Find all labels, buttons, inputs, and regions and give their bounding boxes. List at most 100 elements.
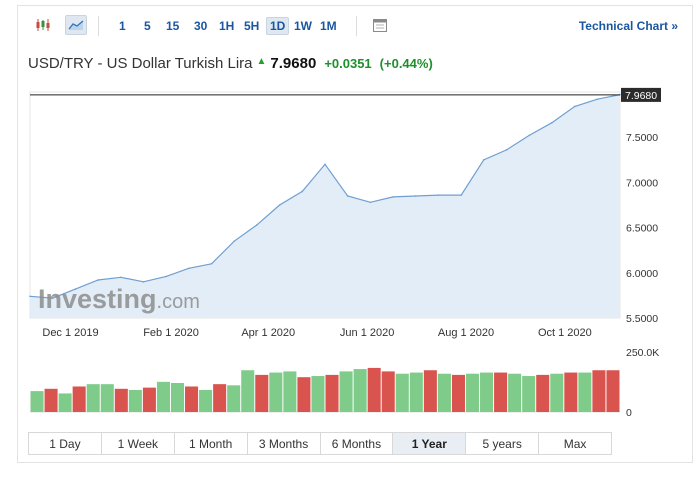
volume-bar [283,371,297,412]
price-point [414,195,417,197]
volume-bar [30,391,44,412]
interval-1m[interactable]: 1M [320,19,337,33]
range-1-year[interactable]: 1 Year [392,432,467,455]
volume-bar [465,373,480,412]
volume-bar [199,389,213,412]
chart-toolbar: 1 5 15 30 1H 5H 1D 1W 1M Technical Chart » [18,6,692,46]
price-chart[interactable]: 7.9680 7.5000 7.0000 6.5000 6.0000 5.5000 Dec … [18,82,692,442]
toolbar-separator [98,16,99,36]
volume-bar [339,371,353,412]
price-area [30,94,620,318]
interval-15[interactable]: 15 [166,19,180,33]
volume-bar [185,386,199,412]
volume-bar [311,376,325,412]
price-point [392,196,394,198]
y-tick-label: 6.0000 [626,268,658,280]
last-price: 7.9680 [270,55,317,72]
x-tick-label: Oct 1 2020 [538,327,592,339]
chart-widget: 1 5 15 30 1H 5H 1D 1W 1M Technical Chart » USD/T… [17,5,693,463]
candlestick-icon[interactable] [32,15,54,35]
volume-bar [508,373,522,412]
volume-bar [142,387,156,412]
interval-5[interactable]: 5 [144,19,151,33]
volume-bar [480,372,494,412]
volume-bar [72,386,86,412]
range-5-years[interactable]: 5 years [465,432,540,455]
volume-bar [241,370,255,412]
x-tick-label: Jun 1 2020 [340,327,394,339]
technical-chart-link[interactable]: Technical Chart » [578,19,678,33]
interval-1d[interactable]: 1D [266,17,290,35]
volume-bar [255,374,269,412]
price-point [437,194,440,196]
up-arrow-icon: ▲ [256,56,267,67]
volume-bar [114,388,128,412]
volume-bar [395,373,409,412]
interval-1w[interactable]: 1W [294,19,312,33]
instrument-name: USD/TRY - US Dollar Turkish Lira [28,55,253,72]
volume-min-label: 0 [626,407,632,419]
x-tick-label: Dec 1 2019 [42,327,98,339]
x-tick-label: Aug 1 2020 [438,327,494,339]
range-3-months[interactable]: 3 Months [246,432,321,455]
interval-5h[interactable]: 5H [244,19,260,33]
price-point [460,194,462,196]
volume-max-label: 250.0K [626,347,659,359]
price-point [29,295,31,298]
range-1-month[interactable]: 1 Month [173,432,248,455]
calendar-icon[interactable] [369,15,391,35]
quote-header: USD/TRY - US Dollar Turkish Lira ▲ 7.9680 +… [28,55,433,72]
x-tick-label: Feb 1 2020 [143,327,199,339]
volume-bar [451,374,465,412]
range-max[interactable]: Max [538,432,612,455]
volume-bar [128,389,142,412]
price-point [573,105,576,108]
price-point [505,149,508,151]
price-change: +0.0351 [324,56,372,71]
price-point [51,297,54,299]
interval-30[interactable]: 30 [194,19,208,33]
price-point [596,98,599,101]
price-point [165,275,167,278]
toolbar-separator [356,16,357,36]
price-point [188,267,190,270]
volume-bar [297,377,311,412]
price-point [256,224,258,226]
price-point [97,279,99,281]
last-price-label: 7.9680 [625,90,657,102]
volume-bar [437,373,451,412]
range-1-day[interactable]: 1 Day [28,432,102,455]
y-tick-label: 6.5000 [626,223,658,235]
volume-bar [86,384,100,412]
y-tick-label: 7.0000 [626,177,658,189]
volume-bar [494,372,508,412]
volume-bar [44,388,58,412]
volume-bar [381,371,395,412]
volume-bar [423,370,437,412]
y-tick-label: 7.5000 [626,132,658,144]
volume-bar [269,372,283,412]
price-point [369,201,372,204]
range-selector: 1 Day 1 Week 1 Month 3 Months 6 Months 1 Year… [28,432,612,455]
price-point [551,121,553,124]
volume-bar [578,372,592,412]
price-point [346,195,349,197]
interval-1h[interactable]: 1H [219,19,235,33]
volume-bar [170,383,185,412]
volume-bar [592,370,606,412]
volume-bar [367,367,381,412]
area-chart-icon[interactable] [65,15,87,35]
range-1-week[interactable]: 1 Week [100,432,175,455]
interval-1[interactable]: 1 [119,19,126,33]
x-tick-label: Apr 1 2020 [241,327,295,339]
price-point [278,204,281,206]
volume-bar [564,372,578,412]
volume-bar [213,384,227,412]
y-tick-label: 5.5000 [626,313,658,325]
price-point [301,190,304,193]
range-6-months[interactable]: 6 Months [319,432,394,455]
volume-bar [156,381,170,412]
volume-bar [353,369,367,412]
volume-bar [550,373,564,412]
price-point [210,262,213,265]
